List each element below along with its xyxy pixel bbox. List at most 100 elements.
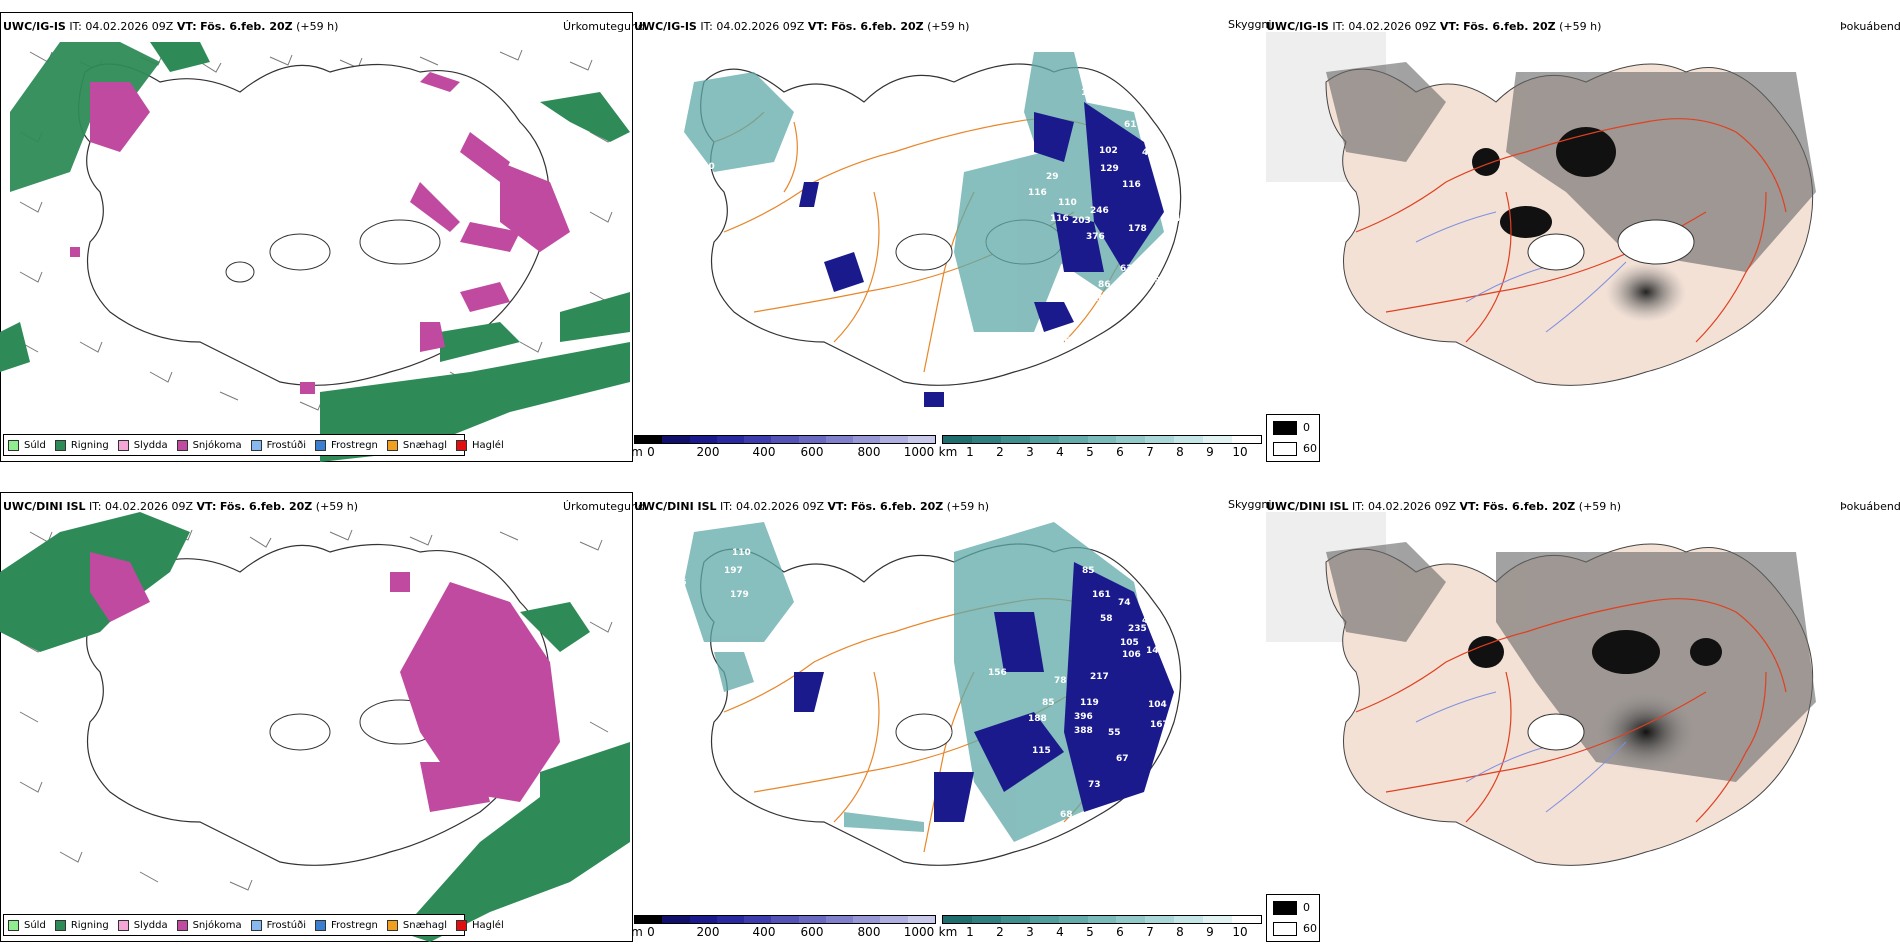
legend-swatch-snow-pellets <box>386 919 398 931</box>
tick-label: 800 <box>857 445 881 459</box>
tick-label: 7 <box>1146 445 1154 459</box>
glacier-outline <box>225 261 255 283</box>
legend-swatch-sleet <box>117 919 129 931</box>
ceiling-value: 116 <box>1122 180 1141 190</box>
ceiling-value: 388 <box>1074 726 1093 736</box>
legend-swatch-freezing-rain <box>315 439 326 451</box>
ceiling-value: 86 <box>1098 280 1111 290</box>
legend-item: Rigning <box>54 919 109 931</box>
legend-swatch-hail <box>456 439 468 451</box>
ceiling-colorbar-strip <box>634 915 936 924</box>
legend-item: Frostregn <box>315 919 378 931</box>
tick-label: 800 <box>857 925 881 939</box>
ceiling-value: 116 <box>1028 188 1047 198</box>
ceiling-value: 118 <box>888 266 907 276</box>
fog-legend-swatch-light <box>1273 442 1297 456</box>
tick-label: 9 <box>1206 925 1214 939</box>
ceiling-value: 203 <box>1072 216 1091 226</box>
ceiling-value: 115 <box>1032 746 1051 756</box>
visibility-colorbar-strip <box>942 435 1262 444</box>
tick-label: 7 <box>1146 925 1154 939</box>
precip-map-2 <box>0 492 633 942</box>
fog-dark-areas <box>1472 127 1686 322</box>
row1-fog-panel: UWC/IG-IS IT: 04.02.2026 09Z VT: Fös. 6.… <box>1266 12 1900 462</box>
ceiling-value: 64 <box>1182 226 1195 236</box>
ceiling-value: 110 <box>732 548 751 558</box>
visibility-unit: km <box>938 925 958 939</box>
ceiling-unit: m <box>631 925 643 939</box>
ceiling-value: 61 <box>1124 120 1137 130</box>
ceiling-value: 49 <box>1148 276 1161 286</box>
precip-panel-title: Úrkomutegund <box>563 20 645 33</box>
tick-label: 200 <box>696 925 720 939</box>
row2-precip-header: UWC/DINI ISL IT: 04.02.2026 09Z VT: Fös.… <box>3 500 359 513</box>
ceiling-value: 73 <box>1088 780 1101 790</box>
ceiling-value: 178 <box>1128 224 1147 234</box>
glacier-outline <box>269 713 331 751</box>
legend-item: Frostregn <box>315 439 378 451</box>
ceiling-value: 116 <box>1081 88 1100 98</box>
ceiling-value: 110 <box>1058 198 1077 208</box>
ceiling-value-labels: 116 61 102 40 87 129 116 61 29 116 74 11… <box>634 12 1264 442</box>
ceiling-value: 262 <box>1058 336 1077 346</box>
ceiling-value: 76 <box>674 578 687 588</box>
precip-legend: Súld Rigning Slydda Snjókoma Frostúði Fr… <box>3 914 504 936</box>
legend-item: Haglél <box>456 439 504 451</box>
tick-label: 3 <box>1026 445 1034 459</box>
ceiling-value: 64 <box>1168 214 1181 224</box>
ceiling-value: 161 <box>1092 590 1111 600</box>
ceiling-value: 106 <box>1122 650 1141 660</box>
ceiling-value: 106 <box>1092 294 1111 304</box>
ceiling-value: 63 <box>1120 264 1133 274</box>
ceiling-value: 29 <box>1046 172 1059 182</box>
tick-label: 4 <box>1056 925 1064 939</box>
ceiling-value: 74 <box>1118 598 1131 608</box>
tick-label: 8 <box>1176 925 1184 939</box>
legend-item: Slydda <box>117 919 168 931</box>
low-ceiling-areas <box>794 562 1174 822</box>
ceiling-value: 85 <box>1042 698 1055 708</box>
glacier-outline <box>359 219 441 265</box>
ceiling-value: 143 <box>1146 646 1165 656</box>
ceiling-value: 179 <box>730 590 749 600</box>
visibility-colorbar-ticks: km 1 2 3 4 5 6 7 8 9 10 <box>938 924 1262 939</box>
row1-precip-panel: UWC/IG-IS IT: 04.02.2026 09Z VT: Fös. 6.… <box>0 12 645 462</box>
fog-index-shading <box>1326 62 1816 272</box>
tick-label: 3 <box>1026 925 1034 939</box>
visibility-colorbar-strip <box>942 915 1262 924</box>
rain-areas <box>0 42 630 462</box>
ceiling-value: 246 <box>1090 206 1109 216</box>
tick-label: 400 <box>752 445 776 459</box>
fog-panel-title: Þokuábendi <box>1840 500 1900 513</box>
legend-swatch-freezing-drizzle <box>250 439 262 451</box>
tick-label: 5 <box>1086 445 1094 459</box>
legend-item: Súld <box>8 439 46 451</box>
legend-swatch-rain <box>54 439 66 451</box>
legend-swatch-snow <box>176 919 188 931</box>
precip-map-1 <box>0 12 633 462</box>
legend-swatch-sleet <box>117 439 129 451</box>
row2-precip-panel: UWC/DINI ISL IT: 04.02.2026 09Z VT: Fös.… <box>0 492 645 942</box>
fog-legend-label: 0 <box>1303 421 1310 434</box>
cloud-map-1 <box>684 52 1182 407</box>
tick-label: 6 <box>1116 445 1124 459</box>
row2-fog-header: UWC/DINI ISL IT: 04.02.2026 09Z VT: Fös.… <box>1266 500 1622 513</box>
ceiling-value: 217 <box>1090 672 1109 682</box>
ceiling-value: 78 <box>1054 676 1067 686</box>
glacier-outline <box>269 233 331 271</box>
row1-cloud-header: UWC/IG-IS IT: 04.02.2026 09Z VT: Fös. 6.… <box>634 20 970 33</box>
tick-label: 0 <box>647 445 655 459</box>
legend-swatch-drizzle <box>8 439 19 451</box>
tick-label: 8 <box>1176 445 1184 459</box>
tick-label: 10 <box>1232 445 1248 459</box>
ceiling-value: 40 <box>1142 148 1155 158</box>
fog-legend-swatch-dark <box>1273 901 1297 915</box>
fog-panel-title: Þokuábendi <box>1840 20 1900 33</box>
ceiling-value: 119 <box>1080 698 1099 708</box>
ceiling-value-labels: 110 197 179 76 85 161 74 58 46 235 105 8… <box>634 492 1264 922</box>
legend-item: Slydda <box>117 439 168 451</box>
ceiling-value: 120 <box>696 162 715 172</box>
snow-areas <box>70 72 570 394</box>
fog-legend: 0 60 <box>1266 414 1320 462</box>
tick-label: 9 <box>1206 445 1214 459</box>
